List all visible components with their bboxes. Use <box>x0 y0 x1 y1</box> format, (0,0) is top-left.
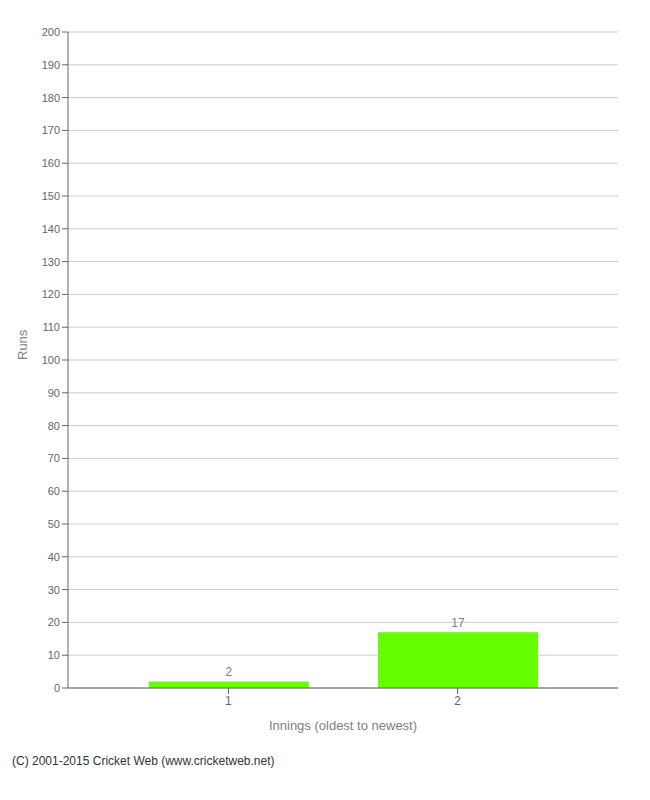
svg-text:70: 70 <box>48 452 60 464</box>
svg-text:190: 190 <box>42 59 60 71</box>
svg-text:2: 2 <box>454 694 461 708</box>
svg-text:17: 17 <box>451 616 465 630</box>
svg-text:60: 60 <box>48 485 60 497</box>
svg-text:100: 100 <box>42 354 60 366</box>
svg-text:120: 120 <box>42 288 60 300</box>
svg-text:40: 40 <box>48 551 60 563</box>
svg-text:0: 0 <box>54 682 60 694</box>
svg-text:180: 180 <box>42 92 60 104</box>
svg-text:110: 110 <box>42 321 60 333</box>
svg-text:2: 2 <box>225 665 232 679</box>
svg-text:90: 90 <box>48 387 60 399</box>
svg-text:140: 140 <box>42 223 60 235</box>
svg-text:20: 20 <box>48 616 60 628</box>
html-text:(C) 2001-2015 Cricket Web (www: (C) 2001-2015 Cricket Web (www.cricketwe… <box>12 754 275 768</box>
svg-text:130: 130 <box>42 256 60 268</box>
svg-text:10: 10 <box>48 649 60 661</box>
svg-text:160: 160 <box>42 157 60 169</box>
svg-text:80: 80 <box>48 420 60 432</box>
svg-text:150: 150 <box>42 190 60 202</box>
svg-text:170: 170 <box>42 124 60 136</box>
svg-text:30: 30 <box>48 584 60 596</box>
svg-text:Innings (oldest to newest): Innings (oldest to newest) <box>269 718 417 733</box>
svg-text:Runs: Runs <box>15 329 30 360</box>
svg-text:50: 50 <box>48 518 60 530</box>
svg-text:200: 200 <box>42 26 60 38</box>
svg-text:1: 1 <box>225 694 232 708</box>
